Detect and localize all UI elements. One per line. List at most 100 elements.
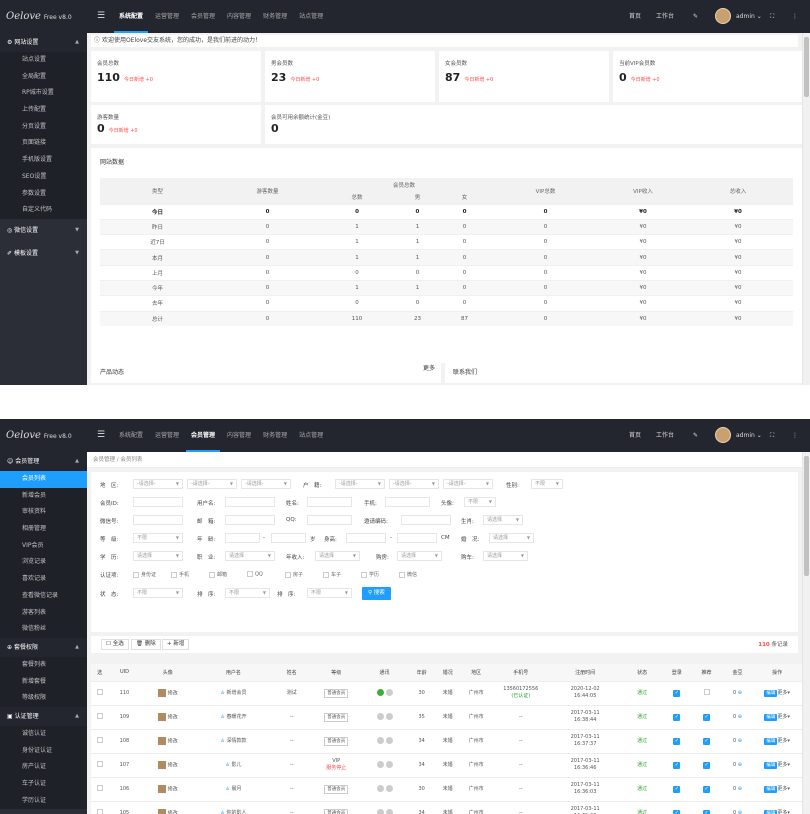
login-toggle-cell[interactable]: ✓ [663,728,691,753]
avatar-cell[interactable]: 修改 [140,776,196,801]
cert-checkbox[interactable]: 房子 [285,571,303,578]
add-coin-icon[interactable]: ⊕ [736,713,742,720]
sidebar-item[interactable]: 学历认证 [0,792,87,810]
home-link[interactable]: 首页 [629,13,642,20]
row-checkbox[interactable] [96,760,103,767]
login-toggle-cell[interactable]: ✓ [663,752,691,777]
avatar-edit-link[interactable]: 修改 [167,738,178,745]
login-checkbox[interactable]: ✓ [673,809,681,814]
cert-checkbox[interactable]: 学历 [361,571,379,578]
more-dropdown[interactable]: 更多 [777,761,788,768]
edit-button[interactable]: 编辑 [764,713,778,721]
sidebar-item[interactable]: VIP会员 [0,537,87,555]
row-select[interactable] [91,680,109,705]
sidebar-item[interactable]: 等级权限 [0,690,87,707]
recommend-checkbox[interactable]: ✓ [703,737,711,745]
sidebar-item[interactable]: 喜欢记录 [0,571,87,588]
region-province-select[interactable]: -请选择- ▼ [133,479,183,489]
username[interactable]: 晨月 [231,785,242,792]
job-select[interactable]: 请选择 ▼ [225,551,275,561]
sidebar-item[interactable]: 页面链接 [0,135,87,153]
income-select[interactable]: 请选择 ▼ [315,551,360,561]
menu-toggle-icon[interactable]: ☰ [97,11,106,21]
avatar-thumbnail[interactable] [157,736,166,745]
sidebar-group-template[interactable]: ✐ 模板设置 ▼ [0,241,87,265]
phone-icon[interactable] [385,785,393,792]
username-cell[interactable]: ♙ 你的影人 [195,800,272,814]
more-dropdown[interactable]: 更多 [777,689,788,696]
add-coin-icon[interactable]: ⊕ [736,737,742,744]
recommend-toggle-cell[interactable] [690,680,723,705]
sidebar-item[interactable]: RP城市设置 [0,85,87,103]
avatar-cell[interactable]: 修改 [140,752,196,777]
zodiac-select[interactable]: 请选择 ▼ [483,515,523,525]
sidebar-item[interactable]: 身份证认证 [0,742,87,760]
home-link[interactable]: 首页 [629,432,642,439]
marriage-select[interactable]: 请选择 ▼ [489,533,534,543]
row-checkbox[interactable] [96,808,103,814]
sidebar-item[interactable]: 套餐列表 [0,656,87,674]
recommend-toggle-cell[interactable]: ✓ [690,704,723,729]
hukou-province-select[interactable]: -请选择- ▼ [335,479,385,489]
avatar-cell[interactable]: 修改 [140,800,196,814]
top-nav-item[interactable]: 内容管理 [227,13,252,20]
more-dropdown[interactable]: 更多 [777,737,788,744]
top-nav-item[interactable]: 财务管理 [263,13,288,20]
recommend-toggle-cell[interactable]: ✓ [690,752,723,777]
avatar-edit-link[interactable]: 修改 [167,786,178,793]
age-min-input[interactable] [225,533,260,543]
sidebar-item[interactable]: 车子认证 [0,776,87,793]
avatar-edit-link[interactable]: 修改 [167,714,178,721]
app-logo[interactable]: Oelove Free v8.0 [6,430,72,441]
wechat-icon[interactable] [376,689,384,696]
row-checkbox[interactable] [96,784,103,791]
sidebar-group-member[interactable]: ☺ 会员管理 ▲ [0,452,87,471]
sidebar-item[interactable]: 新增会员 [0,487,87,505]
username-cell[interactable]: ♙ 新增会员 [195,680,272,705]
fullscreen-icon[interactable]: ⛶ [770,432,775,439]
username[interactable]: 新增会员 [226,689,247,696]
top-nav-item[interactable]: 系统配置 [114,0,149,33]
house-select[interactable]: 请选择 ▼ [397,551,442,561]
top-nav-item[interactable]: 站点管理 [299,432,324,439]
recommend-checkbox[interactable]: ✓ [703,761,711,769]
wechat-icon[interactable] [376,785,384,792]
edit-button[interactable]: 编辑 [764,809,778,814]
avatar-thumbnail[interactable] [157,688,166,697]
username-cell[interactable]: ♙ 晨月 [195,776,272,801]
status-select[interactable]: 不限 ▼ [133,588,183,598]
education-select[interactable]: 请选择 ▼ [133,551,183,561]
login-checkbox[interactable]: ✓ [673,689,681,697]
level-select[interactable]: 不限 ▼ [133,533,183,543]
cert-checkbox[interactable]: 车子 [323,571,341,578]
more-dropdown[interactable]: 更多 [777,809,788,814]
car-select[interactable]: 请选择 ▼ [483,551,528,561]
username-cell[interactable]: ♙ 春暖花开 [195,704,272,729]
top-nav-item[interactable]: 运营管理 [155,13,180,20]
phone-icon[interactable] [385,761,393,768]
username-input[interactable] [225,497,275,507]
add-coin-icon[interactable]: ⊕ [736,785,742,792]
login-checkbox[interactable]: ✓ [673,713,681,721]
top-nav-item[interactable]: 会员管理 [191,13,216,20]
edit-button[interactable]: 编辑 [764,761,778,769]
sidebar-item[interactable]: 手机版设置 [0,152,87,169]
cert-checkbox[interactable]: 手机 [171,571,189,578]
sidebar-item[interactable]: 上传配置 [0,102,87,119]
app-logo[interactable]: Oelove Free v8.0 [6,11,72,22]
add-button[interactable]: + 新增 [162,639,190,650]
menu-toggle-icon[interactable]: ☰ [97,430,106,440]
row-select[interactable] [91,728,109,753]
row-checkbox[interactable] [96,688,103,695]
phone-icon[interactable] [385,809,393,814]
sidebar-group-wechat[interactable]: ◎ 微信设置 ▼ [0,218,87,242]
phone-icon[interactable] [385,713,393,720]
recommend-toggle-cell[interactable]: ✓ [690,776,723,801]
edit-button[interactable]: 编辑 [764,737,778,745]
sidebar-item[interactable]: 全局配置 [0,68,87,86]
row-select[interactable] [91,752,109,777]
recommend-toggle-cell[interactable]: ✓ [690,728,723,753]
login-checkbox[interactable]: ✓ [673,737,681,745]
wechat-icon[interactable] [376,713,384,720]
height-max-input[interactable] [397,533,437,543]
